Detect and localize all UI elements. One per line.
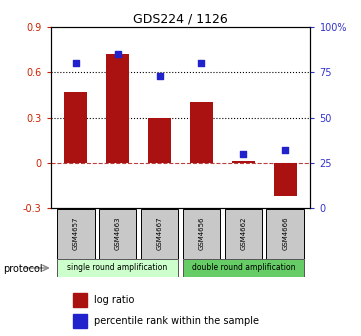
Bar <box>73 314 87 328</box>
Bar <box>232 161 255 163</box>
Point <box>199 60 204 66</box>
FancyBboxPatch shape <box>99 209 136 259</box>
Text: GSM4656: GSM4656 <box>199 217 204 250</box>
Bar <box>148 118 171 163</box>
Bar <box>106 54 129 163</box>
Bar <box>190 102 213 163</box>
Point <box>115 51 121 57</box>
Point <box>157 73 162 79</box>
Text: GSM4663: GSM4663 <box>114 217 121 250</box>
Point <box>73 60 79 66</box>
Text: percentile rank within the sample: percentile rank within the sample <box>95 316 260 326</box>
FancyBboxPatch shape <box>183 259 304 277</box>
Text: protocol: protocol <box>4 264 43 274</box>
FancyBboxPatch shape <box>141 209 178 259</box>
Text: double round amplification: double round amplification <box>192 263 295 272</box>
FancyBboxPatch shape <box>57 259 178 277</box>
Text: log ratio: log ratio <box>95 295 135 305</box>
Text: GSM4667: GSM4667 <box>157 217 162 250</box>
Bar <box>274 163 297 196</box>
FancyBboxPatch shape <box>57 209 95 259</box>
Text: GSM4657: GSM4657 <box>73 217 79 250</box>
Bar <box>64 92 87 163</box>
FancyBboxPatch shape <box>183 209 220 259</box>
Text: single round amplification: single round amplification <box>68 263 168 272</box>
Point <box>240 151 246 157</box>
Point <box>282 148 288 153</box>
Bar <box>73 293 87 307</box>
FancyBboxPatch shape <box>266 209 304 259</box>
FancyBboxPatch shape <box>225 209 262 259</box>
Title: GDS224 / 1126: GDS224 / 1126 <box>133 13 228 26</box>
Text: GSM4666: GSM4666 <box>282 217 288 250</box>
Text: GSM4662: GSM4662 <box>240 217 247 250</box>
